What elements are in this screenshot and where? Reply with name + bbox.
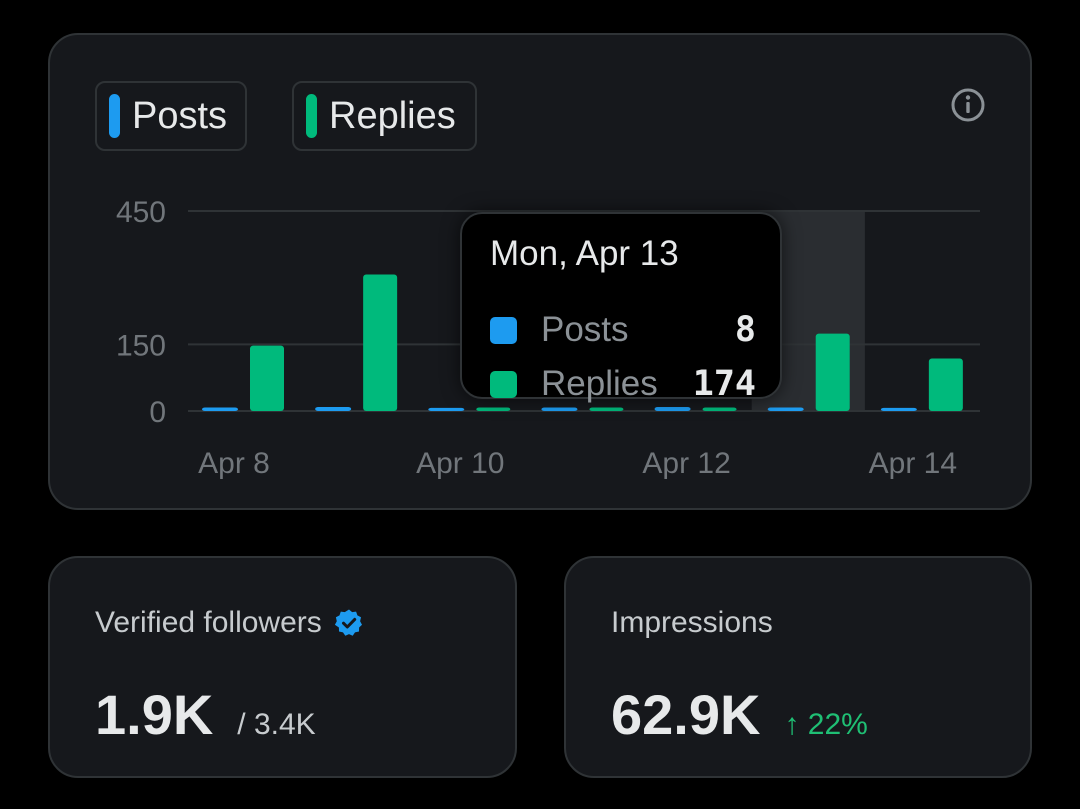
impressions-value-row: 62.9K ↑ 22% (611, 682, 868, 747)
followers-count: 1.9K (95, 683, 214, 746)
chart-tooltip: Mon, Apr 13 Posts 8 Replies 174 (460, 212, 782, 404)
followers-label: Verified followers (95, 606, 322, 639)
tooltip-posts-swatch (490, 316, 517, 344)
x-tick-label: Apr 8 (198, 447, 270, 480)
y-tick-label: 0 (149, 396, 166, 429)
tooltip-posts-label: Posts (541, 310, 629, 349)
impressions-label: Impressions (611, 606, 773, 639)
replies-bar[interactable] (476, 407, 511, 411)
replies-bar[interactable] (589, 407, 624, 411)
replies-bar[interactable] (815, 333, 850, 411)
tooltip-posts-value: 8 (734, 310, 756, 350)
legend-toggle-posts[interactable]: Posts (95, 81, 247, 151)
x-tick-label: Apr 12 (642, 447, 730, 480)
tooltip-date: Mon, Apr 13 (490, 234, 679, 273)
posts-bar[interactable] (315, 407, 352, 411)
legend-posts-label: Posts (132, 94, 228, 137)
verified-followers-card[interactable]: Verified followers 1.9K / 3.4K (48, 556, 517, 778)
posts-bar[interactable] (541, 407, 578, 411)
info-icon[interactable] (950, 87, 986, 123)
tooltip-row-posts: Posts 8 (490, 310, 756, 350)
posts-bar[interactable] (654, 407, 691, 411)
tooltip-row-replies: Replies 174 (490, 364, 756, 404)
posts-bar[interactable] (880, 407, 917, 411)
y-tick-label: 150 (116, 329, 166, 362)
y-tick-label: 450 (116, 196, 166, 229)
tooltip-replies-label: Replies (541, 364, 658, 403)
followers-total: / 3.4K (237, 708, 316, 741)
impressions-card[interactable]: Impressions 62.9K ↑ 22% (564, 556, 1032, 778)
impressions-count: 62.9K (611, 683, 761, 746)
posts-bar[interactable] (767, 407, 804, 411)
replies-swatch (306, 94, 317, 138)
posts-bar[interactable] (202, 407, 238, 411)
replies-bar[interactable] (250, 345, 284, 411)
posts-swatch (109, 94, 120, 138)
impressions-label-row: Impressions (611, 606, 773, 640)
followers-label-row: Verified followers (95, 606, 364, 640)
x-tick-label: Apr 10 (416, 447, 504, 480)
replies-bar[interactable] (363, 274, 398, 411)
followers-value-row: 1.9K / 3.4K (95, 682, 316, 747)
legend-replies-label: Replies (329, 94, 456, 137)
verified-badge-icon (334, 609, 362, 636)
replies-bar[interactable] (702, 407, 737, 411)
posts-bar[interactable] (428, 407, 465, 411)
tooltip-replies-value: 174 (692, 364, 756, 404)
legend-toggle-replies[interactable]: Replies (292, 81, 477, 151)
x-tick-label: Apr 14 (869, 447, 957, 480)
tooltip-replies-swatch (490, 370, 517, 398)
activity-chart-card: 450 150 0 Apr 8 Apr 10 Apr 12 Apr 14 Posts Rep… (48, 33, 1032, 510)
bar-chart: 450 150 0 Apr 8 Apr 10 Apr 12 Apr 14 (116, 196, 980, 480)
impressions-change: ↑ 22% (784, 708, 868, 741)
replies-bar[interactable] (928, 358, 963, 411)
